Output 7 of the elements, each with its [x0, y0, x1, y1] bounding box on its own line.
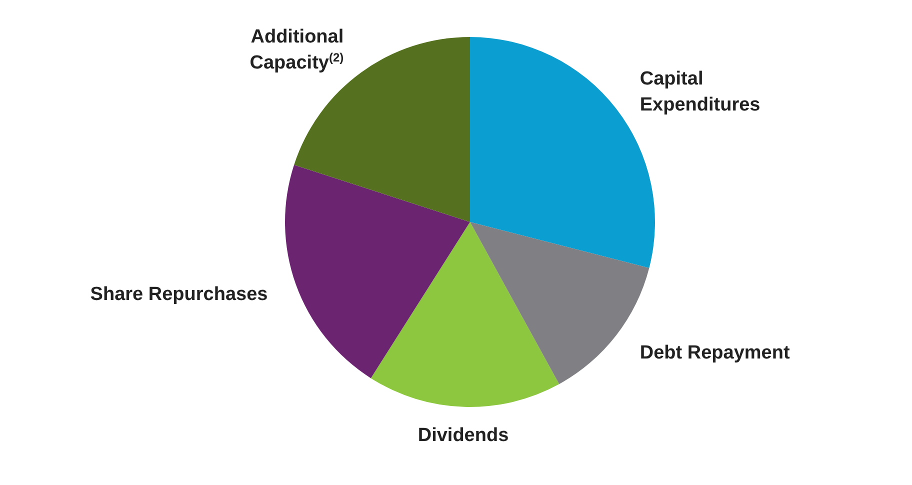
pie-slice: [370, 222, 560, 407]
slice-label: Dividends: [418, 424, 509, 446]
slice-label: Share Repurchases: [90, 284, 268, 306]
slice-label: Capital Expenditures: [640, 68, 760, 116]
slice-label: Debt Repayment: [640, 342, 790, 364]
slice-label: Additional Capacity$^{(2)}$: [250, 26, 344, 74]
pie-slice: [285, 164, 470, 378]
